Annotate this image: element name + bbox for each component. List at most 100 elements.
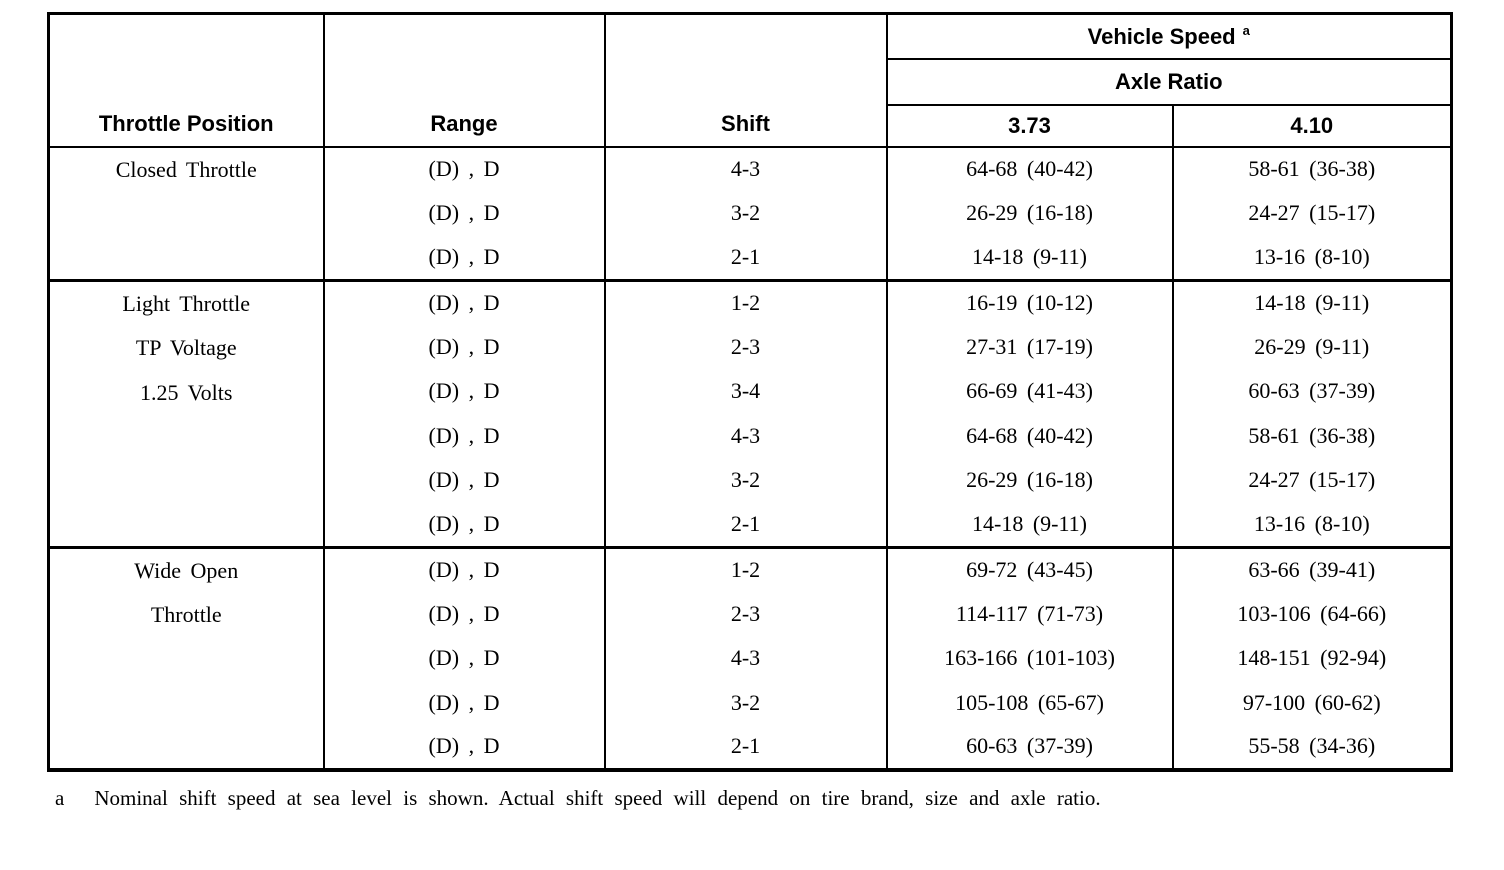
speed-373-cell: 163-166 (101-103) [885,636,1174,681]
shift-cell: 2-1 [603,725,888,770]
shift-cell: 3-2 [603,458,888,503]
table-row: (D) , D 3-2 105-108 (65-67) 97-100 (60-6… [49,680,1453,725]
footnote-text: Nominal shift speed at sea level is show… [94,786,1101,810]
shift-cell: 2-3 [603,591,888,636]
table-row: Wide Open Throttle (D) , D 1-2 69-72 (43… [47,547,1453,770]
speed-410-cell: 58-61 (36-38) [1171,413,1453,458]
shift-cell: 4-3 [603,413,888,458]
table-row: (D) , D 2-3 114-117 (71-73) 103-106 (64-… [49,591,1453,636]
throttle-position-label: Throttle [150,602,222,628]
header-row-vehicle-speed: Throttle Position Range Shift Vehicle Sp… [47,13,1453,147]
range-cell: (D) , D [322,280,606,325]
speed-410-cell: 148-151 (92-94) [1171,636,1453,681]
throttle-position-label: Wide Open [134,557,239,583]
table-row: (D) , D 3-2 26-29 (16-18) 24-27 (15-17) [49,458,1453,503]
throttle-position-cell: Wide Open Throttle [47,547,325,770]
range-cell: (D) , D [322,369,606,414]
shift-cell: 4-3 [603,636,888,681]
speed-373-cell: 60-63 (37-39) [885,725,1174,770]
throttle-position-label: Closed Throttle [115,156,257,182]
footnote: a Nominal shift speed at sea level is sh… [55,786,1455,811]
col-header-throttle-position: Throttle Position [47,13,325,147]
throttle-position-cell: Closed Throttle [47,146,325,280]
col-header-ratio-373: 3.73 [885,104,1174,147]
speed-410-cell: 14-18 (9-11) [1171,280,1453,325]
speed-373-cell: 66-69 (41-43) [885,369,1174,414]
vehicle-speed-label: Vehicle Speed [1087,23,1236,49]
speed-410-cell: 13-16 (8-10) [1171,235,1453,280]
range-cell: (D) , D [322,502,606,547]
shift-cell: 2-1 [603,502,888,547]
speed-410-cell: 60-63 (37-39) [1171,369,1453,414]
speed-373-cell: 16-19 (10-12) [885,280,1174,325]
table-header: Throttle Position Range Shift Vehicle Sp… [47,13,1453,147]
table-row: (D) , D 4-3 64-68 (40-42) 58-61 (36-38) [49,413,1453,458]
range-cell: (D) , D [322,191,606,236]
header-row-axle-ratio: Axle Ratio [49,58,1453,106]
speed-373-cell: 27-31 (17-19) [885,324,1174,369]
shift-cell: 4-3 [603,146,888,191]
shift-cell: 1-2 [603,280,888,325]
table-row: (D) , D 3-2 26-29 (16-18) 24-27 (15-17) [49,191,1453,236]
speed-373-cell: 14-18 (9-11) [885,502,1174,547]
throttle-position-cell: Light Throttle TP Voltage 1.25 Volts [47,280,325,547]
shift-cell: 3-2 [603,680,888,725]
speed-410-cell: 63-66 (39-41) [1171,547,1453,592]
table-row: (D) , D 3-4 66-69 (41-43) 60-63 (37-39) [49,369,1453,414]
shift-cell: 3-2 [603,191,888,236]
col-header-range: Range [322,13,606,147]
col-header-axle-ratio: Axle Ratio [885,58,1453,106]
range-cell: (D) , D [322,146,606,191]
col-header-shift: Shift [603,13,888,147]
range-cell: (D) , D [322,547,606,592]
table-row: (D) , D 2-1 14-18 (9-11) 13-16 (8-10) [49,235,1453,280]
speed-410-cell: 55-58 (34-36) [1171,725,1453,770]
range-cell: (D) , D [322,591,606,636]
group-closed-throttle: Closed Throttle (D) , D 4-3 64-68 (40-42… [47,146,1453,280]
table-row: (D) , D 2-1 60-63 (37-39) 55-58 (34-36) [49,725,1453,770]
speed-410-cell: 13-16 (8-10) [1171,502,1453,547]
speed-373-cell: 14-18 (9-11) [885,235,1174,280]
table-row: Closed Throttle (D) , D 4-3 64-68 (40-42… [47,146,1453,280]
range-cell: (D) , D [322,636,606,681]
speed-410-cell: 26-29 (9-11) [1171,324,1453,369]
group-light-throttle: Light Throttle TP Voltage 1.25 Volts (D)… [47,280,1453,547]
range-cell: (D) , D [322,725,606,770]
speed-410-cell: 103-106 (64-66) [1171,591,1453,636]
footnote-marker-superscript: a [1242,22,1250,38]
speed-373-cell: 69-72 (43-45) [885,547,1174,592]
speed-410-cell: 58-61 (36-38) [1171,146,1453,191]
speed-373-cell: 26-29 (16-18) [885,191,1174,236]
throttle-position-label: 1.25 Volts [140,379,233,405]
range-cell: (D) , D [322,680,606,725]
footnote-marker: a [55,786,65,810]
range-cell: (D) , D [322,413,606,458]
shift-speed-table: Throttle Position Range Shift Vehicle Sp… [47,12,1454,772]
table-row: (D) , D 4-3 163-166 (101-103) 148-151 (9… [49,636,1453,681]
speed-373-cell: 64-68 (40-42) [885,146,1174,191]
table-row: Light Throttle TP Voltage 1.25 Volts (D)… [47,280,1453,547]
shift-cell: 3-4 [603,369,888,414]
range-cell: (D) , D [322,458,606,503]
throttle-position-label: TP Voltage [135,335,237,361]
speed-373-cell: 26-29 (16-18) [885,458,1174,503]
table-row: (D) , D 2-3 27-31 (17-19) 26-29 (9-11) [49,324,1453,369]
table-row: (D) , D 2-1 14-18 (9-11) 13-16 (8-10) [49,502,1453,547]
shift-cell: 2-3 [603,324,888,369]
group-wide-open-throttle: Wide Open Throttle (D) , D 1-2 69-72 (43… [47,547,1453,770]
speed-410-cell: 24-27 (15-17) [1171,191,1453,236]
range-cell: (D) , D [322,235,606,280]
speed-410-cell: 24-27 (15-17) [1171,458,1453,503]
speed-410-cell: 97-100 (60-62) [1171,680,1453,725]
col-header-vehicle-speed: Vehicle Speed a [885,13,1453,60]
speed-373-cell: 64-68 (40-42) [885,413,1174,458]
range-cell: (D) , D [322,324,606,369]
header-row-ratios: 3.73 4.10 [49,104,1453,147]
throttle-position-label: Light Throttle [122,290,251,316]
speed-373-cell: 114-117 (71-73) [885,591,1174,636]
speed-373-cell: 105-108 (65-67) [885,680,1174,725]
shift-cell: 1-2 [603,547,888,592]
shift-cell: 2-1 [603,235,888,280]
col-header-ratio-410: 4.10 [1171,104,1453,147]
